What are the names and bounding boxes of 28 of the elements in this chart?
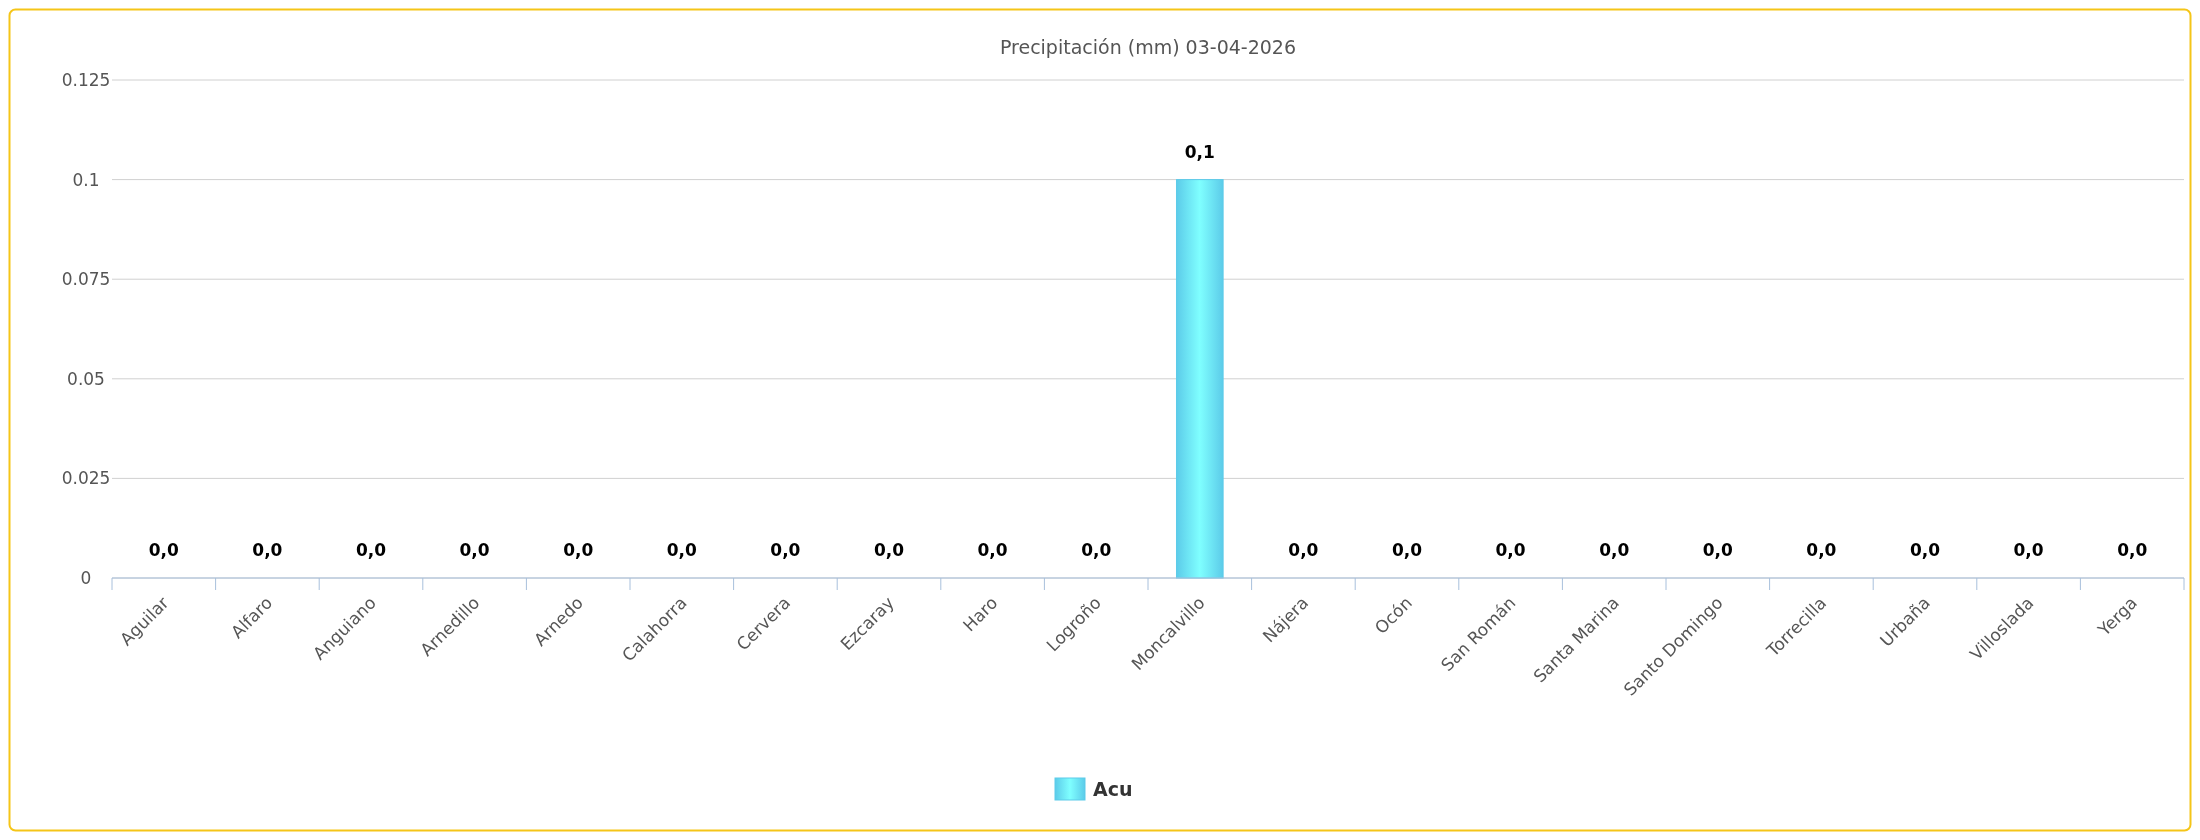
data-label: 0,0 [1495,540,1526,560]
y-tick-label: 0.05 [67,368,105,389]
y-tick-label: 0.025 [61,468,111,489]
data-label: 0,1 [1184,141,1215,162]
data-label: 0,0 [977,540,1008,560]
data-label: 0,0 [1909,540,1941,560]
data-label: 0,0 [666,540,698,560]
data-label: 0,0 [2117,540,2148,560]
data-label: 0,0 [355,540,387,560]
data-label: 0,0 [148,540,180,560]
data-label: 0,0 [1288,540,1319,560]
chart-title: Precipitación (mm) 03-04-2026 [999,36,1297,58]
data-label: 0,0 [1391,540,1423,560]
data-label: 0,0 [1806,540,1837,560]
data-label: 0,0 [2013,540,2044,560]
y-tick-label: 0.075 [61,269,111,290]
data-label: 0,0 [563,540,594,560]
data-label: 0,0 [459,540,490,560]
data-label: 0,0 [252,540,283,560]
legend-label: Acu [1093,778,1133,800]
y-tick-label: 0.1 [72,169,100,190]
y-tick-label: 0.125 [61,70,111,90]
data-label: 0,0 [873,540,905,560]
data-label: 0,0 [1081,540,1112,560]
data-label: 0,0 [770,540,801,560]
y-tick-label: 0 [80,568,92,588]
data-label: 0,0 [1702,540,1734,560]
data-label: 0,0 [1599,540,1630,560]
